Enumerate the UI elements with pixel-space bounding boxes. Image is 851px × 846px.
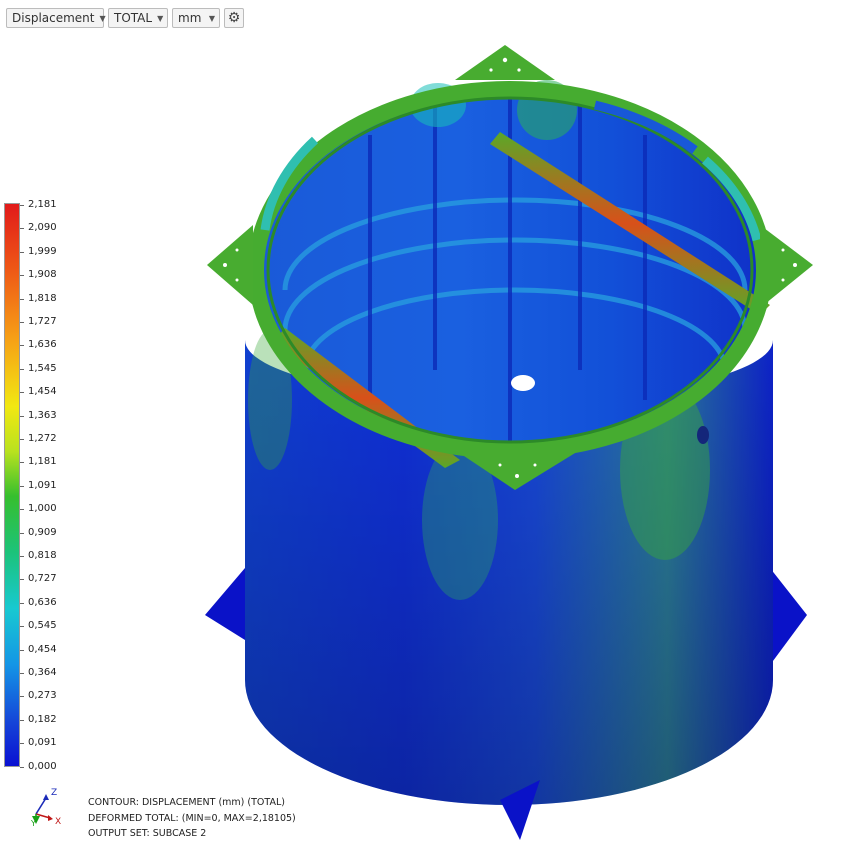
- legend-tick: [20, 439, 24, 440]
- coordinate-triad: Z X Y: [30, 788, 61, 826]
- diagonal-strut-right: [490, 132, 770, 315]
- axis-y-label: Y: [30, 819, 36, 826]
- legend-label: 0,000: [28, 760, 57, 772]
- legend-label: 0,091: [28, 737, 57, 749]
- legend-tick: [20, 392, 24, 394]
- legend-tick: [20, 415, 24, 417]
- result-type-dropdown[interactable]: Displacement ▼: [6, 8, 106, 28]
- legend-label: 0,727: [28, 573, 57, 585]
- shell-hotspot-center: [422, 440, 498, 600]
- flange-segment-cyan-left: [260, 136, 319, 231]
- legend-tick: [20, 649, 24, 651]
- flange-segment-cyan-right: [702, 156, 762, 242]
- chevron-down-icon: ▼: [157, 13, 164, 23]
- front-bracket: [455, 450, 580, 490]
- chevron-down-icon: ▼: [208, 13, 215, 23]
- legend-tick: [20, 673, 24, 674]
- legend-tick: [20, 298, 24, 300]
- right-bracket: [760, 225, 813, 308]
- legend-tick: [20, 485, 24, 487]
- lower-right-bracket: [770, 568, 807, 665]
- legend-tick: [20, 205, 24, 206]
- component-label: TOTAL: [114, 11, 153, 25]
- legend-label: 1,999: [28, 245, 57, 257]
- legend-tick: [20, 602, 24, 604]
- legend-tick: [20, 696, 24, 698]
- legend-tick: [20, 251, 24, 253]
- fea-model-view[interactable]: [195, 40, 815, 840]
- legend-label: 1,454: [28, 386, 57, 398]
- contour-info: CONTOUR: DISPLACEMENT (mm) (TOTAL): [88, 797, 285, 808]
- output-set-info: OUTPUT SET: SUBCASE 2: [88, 828, 207, 839]
- center-hole: [511, 375, 535, 391]
- chevron-down-icon: ▼: [99, 13, 106, 23]
- top-bracket: [455, 45, 555, 80]
- legend-tick: [20, 532, 24, 534]
- legend-tick: [20, 766, 24, 768]
- legend-label: 1,727: [28, 316, 57, 327]
- result-toolbar: Displacement ▼ TOTAL ▼ mm ▼ ⚙: [6, 8, 244, 30]
- legend-tick: [20, 368, 24, 370]
- legend-label: 0,818: [28, 550, 57, 561]
- legend-tick: [20, 626, 24, 628]
- component-dropdown[interactable]: TOTAL ▼: [108, 8, 168, 28]
- bottom-bracket: [500, 780, 540, 840]
- top-flange-inner-edge: [266, 96, 754, 444]
- legend-label: 0,545: [28, 620, 57, 632]
- legend-tick: [20, 228, 24, 230]
- legend-label: 1,545: [28, 362, 57, 374]
- legend-label: 0,273: [28, 690, 57, 702]
- legend-label: 2,181: [28, 199, 57, 210]
- flange-segment-blue: [593, 100, 698, 154]
- legend-label: 1,272: [28, 433, 57, 444]
- legend-label: 1,908: [28, 269, 57, 281]
- legend-tick: [20, 275, 24, 277]
- legend-label: 1,818: [28, 292, 57, 304]
- axis-z-label: Z: [51, 788, 57, 798]
- legend-label: 0,364: [28, 667, 57, 678]
- legend-label: 0,909: [28, 526, 57, 538]
- legend-label: 0,454: [28, 643, 57, 655]
- unit-label: mm: [178, 11, 202, 25]
- legend-label: 1,000: [28, 503, 57, 515]
- side-port-hole: [697, 426, 709, 444]
- legend-label: 1,636: [28, 339, 57, 351]
- legend-tick: [20, 322, 24, 323]
- result-type-label: Displacement: [12, 11, 95, 25]
- axis-x-label: X: [55, 817, 61, 826]
- inner-vertical-ribs: [368, 88, 647, 460]
- gear-icon: ⚙: [227, 10, 241, 26]
- result-info-block: CONTOUR: DISPLACEMENT (mm) (TOTAL) DEFOR…: [88, 795, 296, 842]
- legend-label: 2,090: [28, 222, 57, 234]
- outer-shell-shading: [245, 340, 773, 805]
- legend-label: 1,363: [28, 409, 57, 421]
- deformed-info: DEFORMED TOTAL: (MIN=0, MAX=2,18105): [88, 812, 296, 824]
- unit-dropdown[interactable]: mm ▼: [172, 8, 220, 28]
- legend-label: 0,636: [28, 596, 57, 608]
- legend-tick: [20, 345, 24, 347]
- legend-tick: [20, 509, 24, 511]
- bolt-holes: [223, 57, 797, 478]
- legend-tick: [20, 743, 24, 745]
- legend-tick: [20, 719, 24, 721]
- legend-tick: [20, 462, 24, 464]
- settings-button[interactable]: ⚙: [224, 8, 244, 28]
- shell-hotspot-left: [248, 330, 292, 470]
- legend-label: 0,182: [28, 713, 57, 725]
- legend-label: 1,181: [28, 456, 57, 468]
- lower-left-bracket: [205, 568, 245, 640]
- left-bracket: [207, 225, 253, 305]
- legend-color-bar: [4, 203, 20, 767]
- legend-tick: [20, 556, 24, 557]
- legend-tick: [20, 579, 24, 581]
- legend-label: 1,091: [28, 479, 57, 491]
